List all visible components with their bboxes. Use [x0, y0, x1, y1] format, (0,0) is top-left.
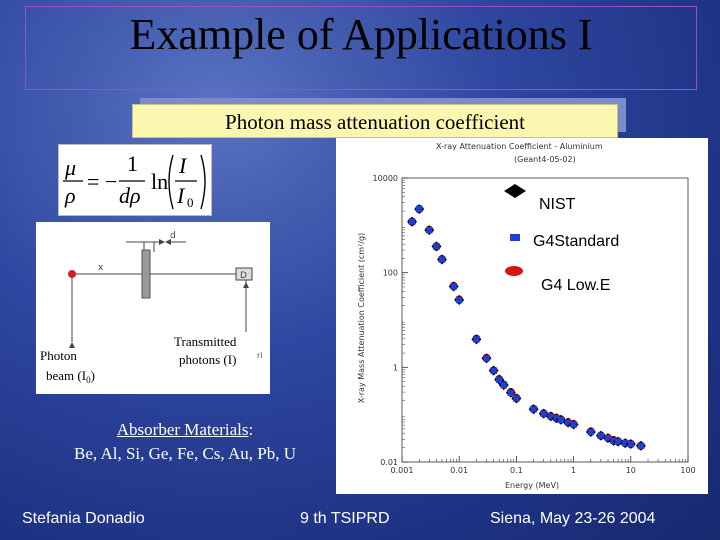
formula-mu: μ	[64, 155, 76, 180]
point-g4standard	[627, 440, 634, 448]
formula-ln: ln	[151, 169, 168, 194]
footer-author: Stefania Donadio	[22, 510, 145, 527]
point-g4standard	[433, 243, 440, 250]
formula-i0: I	[176, 183, 186, 208]
point-g4standard	[513, 395, 520, 402]
point-g4standard	[438, 256, 446, 263]
legend-g4lowe: G4 Low.E	[541, 277, 611, 294]
point-g4standard	[622, 439, 629, 447]
absorber-materials: Absorber Materials: Be, Al, Si, Ge, Fe, …	[40, 418, 330, 466]
slide-title: Example of Applications I	[129, 10, 593, 59]
y-tick-label: 100	[383, 269, 398, 278]
diagram-detector-label: D	[240, 271, 247, 281]
y-tick-label: 0.01	[380, 458, 398, 467]
diagram-x-label: x	[98, 263, 104, 273]
point-g4standard	[604, 434, 612, 442]
transmitted-label-1: Transmitted	[174, 334, 237, 349]
chart-x-label: Energy (MeV)	[505, 481, 559, 490]
formula-eq: = −	[87, 169, 117, 194]
point-g4standard	[500, 381, 507, 389]
absorber-heading: Absorber Materials	[116, 420, 249, 439]
formula-one: 1	[127, 151, 138, 176]
footer-event: 9 th TSIPRD	[300, 510, 390, 527]
point-g4standard	[570, 421, 577, 428]
legend-g4standard-marker	[510, 234, 520, 241]
transmitted-label-2: photons (I)	[179, 352, 236, 367]
point-g4standard	[483, 355, 490, 362]
point-g4standard	[450, 283, 457, 290]
x-tick-label: 0.1	[510, 466, 523, 475]
x-tick-label: 1	[571, 466, 576, 475]
legend-nist: NIST	[539, 196, 576, 213]
point-g4standard	[553, 415, 560, 422]
point-g4standard	[610, 437, 617, 445]
x-tick-label: 100	[680, 466, 695, 475]
point-g4standard	[587, 428, 595, 436]
point-g4standard	[637, 442, 645, 449]
point-g4standard	[507, 389, 515, 396]
point-g4standard	[530, 406, 537, 413]
source-label-1: Photon	[40, 348, 77, 363]
chart-title: X-ray Attenuation Coefficient - Aluminiu…	[436, 142, 603, 151]
legend-g4standard: G4Standard	[533, 233, 620, 250]
point-g4standard	[426, 226, 433, 234]
y-tick-label: 10000	[373, 174, 398, 183]
point-g4standard	[540, 410, 547, 417]
point-g4standard	[490, 367, 497, 374]
x-tick-label: 10	[626, 466, 636, 475]
legend-markers	[504, 184, 526, 276]
chart-points	[407, 204, 646, 451]
formula-i0-sub: 0	[187, 195, 194, 210]
formula-i: I	[178, 153, 188, 178]
x-tick-label: 0.001	[391, 466, 414, 475]
point-g4standard	[473, 336, 480, 343]
point-g4standard	[495, 376, 503, 383]
diagram-d-label: d	[170, 231, 176, 241]
point-g4standard	[614, 438, 622, 445]
point-g4standard	[547, 413, 555, 420]
detector	[235, 267, 253, 281]
point-g4standard	[557, 416, 565, 423]
source-label-2: beam (I0)	[46, 368, 95, 385]
formula-drho: dρ	[119, 183, 141, 208]
title-box: Example of Applications I	[25, 6, 697, 90]
point-g4standard	[408, 218, 416, 225]
legend-g4lowe-marker	[505, 266, 523, 276]
diagram-extra-mark: ri	[257, 351, 263, 360]
slide-subtitle: Photon mass attenuation coefficient	[132, 104, 618, 138]
y-tick-label: 1	[393, 363, 398, 372]
point-g4standard	[564, 419, 572, 426]
x-tick-label: 0.01	[450, 466, 468, 475]
plot-frame	[401, 177, 689, 463]
chart-subtitle: (Geant4-05-02)	[514, 155, 576, 164]
absorber-slab	[141, 249, 151, 299]
attenuation-chart: X-ray Attenuation Coefficient - Aluminiu…	[336, 138, 708, 494]
absorber-list: Be, Al, Si, Ge, Fe, Cs, Au, Pb, U	[74, 444, 296, 463]
absorption-diagram: x d D Photon beam (I0) Transmitted photo…	[36, 222, 270, 394]
attenuation-formula: μ ρ = − 1 dρ ln I I 0	[58, 144, 212, 216]
legend-nist-marker	[504, 184, 526, 198]
point-g4standard	[456, 296, 463, 304]
point-g4standard	[597, 432, 605, 439]
point-g4standard	[416, 205, 423, 213]
formula-rho: ρ	[64, 183, 76, 208]
chart-y-label: X-ray Mass Attenuation Coefficient (cm²/…	[357, 233, 366, 403]
footer-place-date: Siena, May 23-26 2004	[490, 510, 656, 527]
absorber-colon: :	[248, 420, 254, 439]
photon-source	[68, 270, 76, 278]
